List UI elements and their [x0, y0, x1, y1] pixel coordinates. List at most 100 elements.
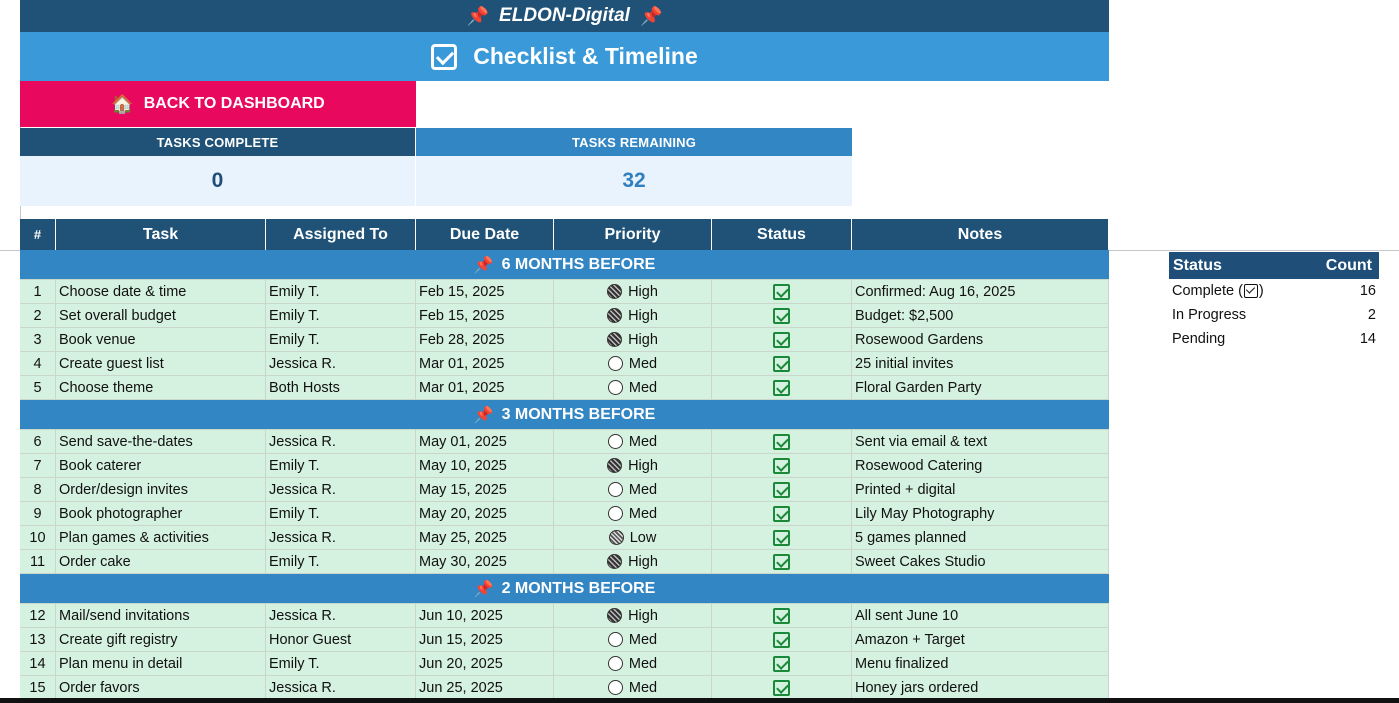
status-checkbox-icon[interactable] [773, 355, 790, 372]
status-cell[interactable] [712, 604, 852, 628]
row-number-cell[interactable]: 7 [20, 454, 56, 478]
due-date-cell[interactable]: Jun 25, 2025 [416, 676, 554, 700]
assigned-cell[interactable]: Both Hosts [266, 376, 416, 400]
notes-cell[interactable]: Floral Garden Party [852, 376, 1109, 400]
row-number-cell[interactable]: 3 [20, 328, 56, 352]
status-cell[interactable] [712, 454, 852, 478]
row-number-cell[interactable]: 9 [20, 502, 56, 526]
assigned-cell[interactable]: Jessica R. [266, 604, 416, 628]
column-header-task[interactable]: Task [56, 219, 266, 250]
status-cell[interactable] [712, 526, 852, 550]
assigned-cell[interactable]: Jessica R. [266, 352, 416, 376]
column-header-due-date[interactable]: Due Date [416, 219, 554, 250]
priority-cell[interactable]: Low [554, 526, 712, 550]
status-checkbox-icon[interactable] [773, 679, 790, 696]
assigned-cell[interactable]: Emily T. [266, 328, 416, 352]
back-to-dashboard-button[interactable]: 🏠 BACK TO DASHBOARD [20, 81, 416, 127]
due-date-cell[interactable]: Jun 15, 2025 [416, 628, 554, 652]
due-date-cell[interactable]: May 20, 2025 [416, 502, 554, 526]
task-cell[interactable]: Book caterer [56, 454, 266, 478]
due-date-cell[interactable]: May 30, 2025 [416, 550, 554, 574]
notes-cell[interactable]: 25 initial invites [852, 352, 1109, 376]
row-number-cell[interactable]: 10 [20, 526, 56, 550]
task-cell[interactable]: Order cake [56, 550, 266, 574]
priority-cell[interactable]: High [554, 280, 712, 304]
due-date-cell[interactable]: Feb 15, 2025 [416, 280, 554, 304]
column-header-priority[interactable]: Priority [554, 219, 712, 250]
status-checkbox-icon[interactable] [773, 307, 790, 324]
status-cell[interactable] [712, 652, 852, 676]
notes-cell[interactable]: All sent June 10 [852, 604, 1109, 628]
status-checkbox-icon[interactable] [773, 433, 790, 450]
assigned-cell[interactable]: Honor Guest [266, 628, 416, 652]
notes-cell[interactable]: Sweet Cakes Studio [852, 550, 1109, 574]
assigned-cell[interactable]: Emily T. [266, 652, 416, 676]
priority-cell[interactable]: Med [554, 352, 712, 376]
row-number-cell[interactable]: 12 [20, 604, 56, 628]
priority-cell[interactable]: Med [554, 676, 712, 700]
task-cell[interactable]: Create gift registry [56, 628, 266, 652]
due-date-cell[interactable]: Mar 01, 2025 [416, 376, 554, 400]
row-number-cell[interactable]: 5 [20, 376, 56, 400]
row-number-cell[interactable]: 8 [20, 478, 56, 502]
row-number-cell[interactable]: 6 [20, 430, 56, 454]
status-cell[interactable] [712, 430, 852, 454]
task-cell[interactable]: Plan games & activities [56, 526, 266, 550]
assigned-cell[interactable]: Jessica R. [266, 526, 416, 550]
priority-cell[interactable]: High [554, 550, 712, 574]
status-cell[interactable] [712, 502, 852, 526]
row-number-cell[interactable]: 1 [20, 280, 56, 304]
column-header-status[interactable]: Status [712, 219, 852, 250]
status-checkbox-icon[interactable] [773, 529, 790, 546]
status-checkbox-icon[interactable] [773, 607, 790, 624]
due-date-cell[interactable]: Jun 20, 2025 [416, 652, 554, 676]
status-cell[interactable] [712, 352, 852, 376]
status-cell[interactable] [712, 628, 852, 652]
row-number-cell[interactable]: 11 [20, 550, 56, 574]
status-checkbox-icon[interactable] [773, 505, 790, 522]
notes-cell[interactable]: Honey jars ordered [852, 676, 1109, 700]
notes-cell[interactable]: Printed + digital [852, 478, 1109, 502]
task-cell[interactable]: Plan menu in detail [56, 652, 266, 676]
task-cell[interactable]: Create guest list [56, 352, 266, 376]
task-cell[interactable]: Choose date & time [56, 280, 266, 304]
status-cell[interactable] [712, 376, 852, 400]
status-cell[interactable] [712, 304, 852, 328]
notes-cell[interactable]: Amazon + Target [852, 628, 1109, 652]
status-checkbox-icon[interactable] [773, 553, 790, 570]
status-checkbox-icon[interactable] [773, 481, 790, 498]
priority-cell[interactable]: Med [554, 652, 712, 676]
status-checkbox-icon[interactable] [773, 283, 790, 300]
status-cell[interactable] [712, 550, 852, 574]
notes-cell[interactable]: Sent via email & text [852, 430, 1109, 454]
priority-cell[interactable]: Med [554, 478, 712, 502]
priority-cell[interactable]: Med [554, 502, 712, 526]
row-number-cell[interactable]: 15 [20, 676, 56, 700]
task-cell[interactable]: Book photographer [56, 502, 266, 526]
notes-cell[interactable]: Menu finalized [852, 652, 1109, 676]
column-header-assigned[interactable]: Assigned To [266, 219, 416, 250]
row-number-cell[interactable]: 13 [20, 628, 56, 652]
status-checkbox-icon[interactable] [773, 631, 790, 648]
priority-cell[interactable]: High [554, 454, 712, 478]
assigned-cell[interactable]: Emily T. [266, 280, 416, 304]
status-cell[interactable] [712, 328, 852, 352]
task-cell[interactable]: Book venue [56, 328, 266, 352]
notes-cell[interactable]: Budget: $2,500 [852, 304, 1109, 328]
priority-cell[interactable]: Med [554, 376, 712, 400]
assigned-cell[interactable]: Emily T. [266, 304, 416, 328]
due-date-cell[interactable]: Mar 01, 2025 [416, 352, 554, 376]
notes-cell[interactable]: Lily May Photography [852, 502, 1109, 526]
notes-cell[interactable]: 5 games planned [852, 526, 1109, 550]
status-cell[interactable] [712, 478, 852, 502]
task-cell[interactable]: Set overall budget [56, 304, 266, 328]
priority-cell[interactable]: Med [554, 628, 712, 652]
row-number-cell[interactable]: 14 [20, 652, 56, 676]
status-cell[interactable] [712, 676, 852, 700]
priority-cell[interactable]: High [554, 328, 712, 352]
task-cell[interactable]: Order favors [56, 676, 266, 700]
assigned-cell[interactable]: Emily T. [266, 502, 416, 526]
due-date-cell[interactable]: May 10, 2025 [416, 454, 554, 478]
priority-cell[interactable]: High [554, 604, 712, 628]
due-date-cell[interactable]: May 01, 2025 [416, 430, 554, 454]
